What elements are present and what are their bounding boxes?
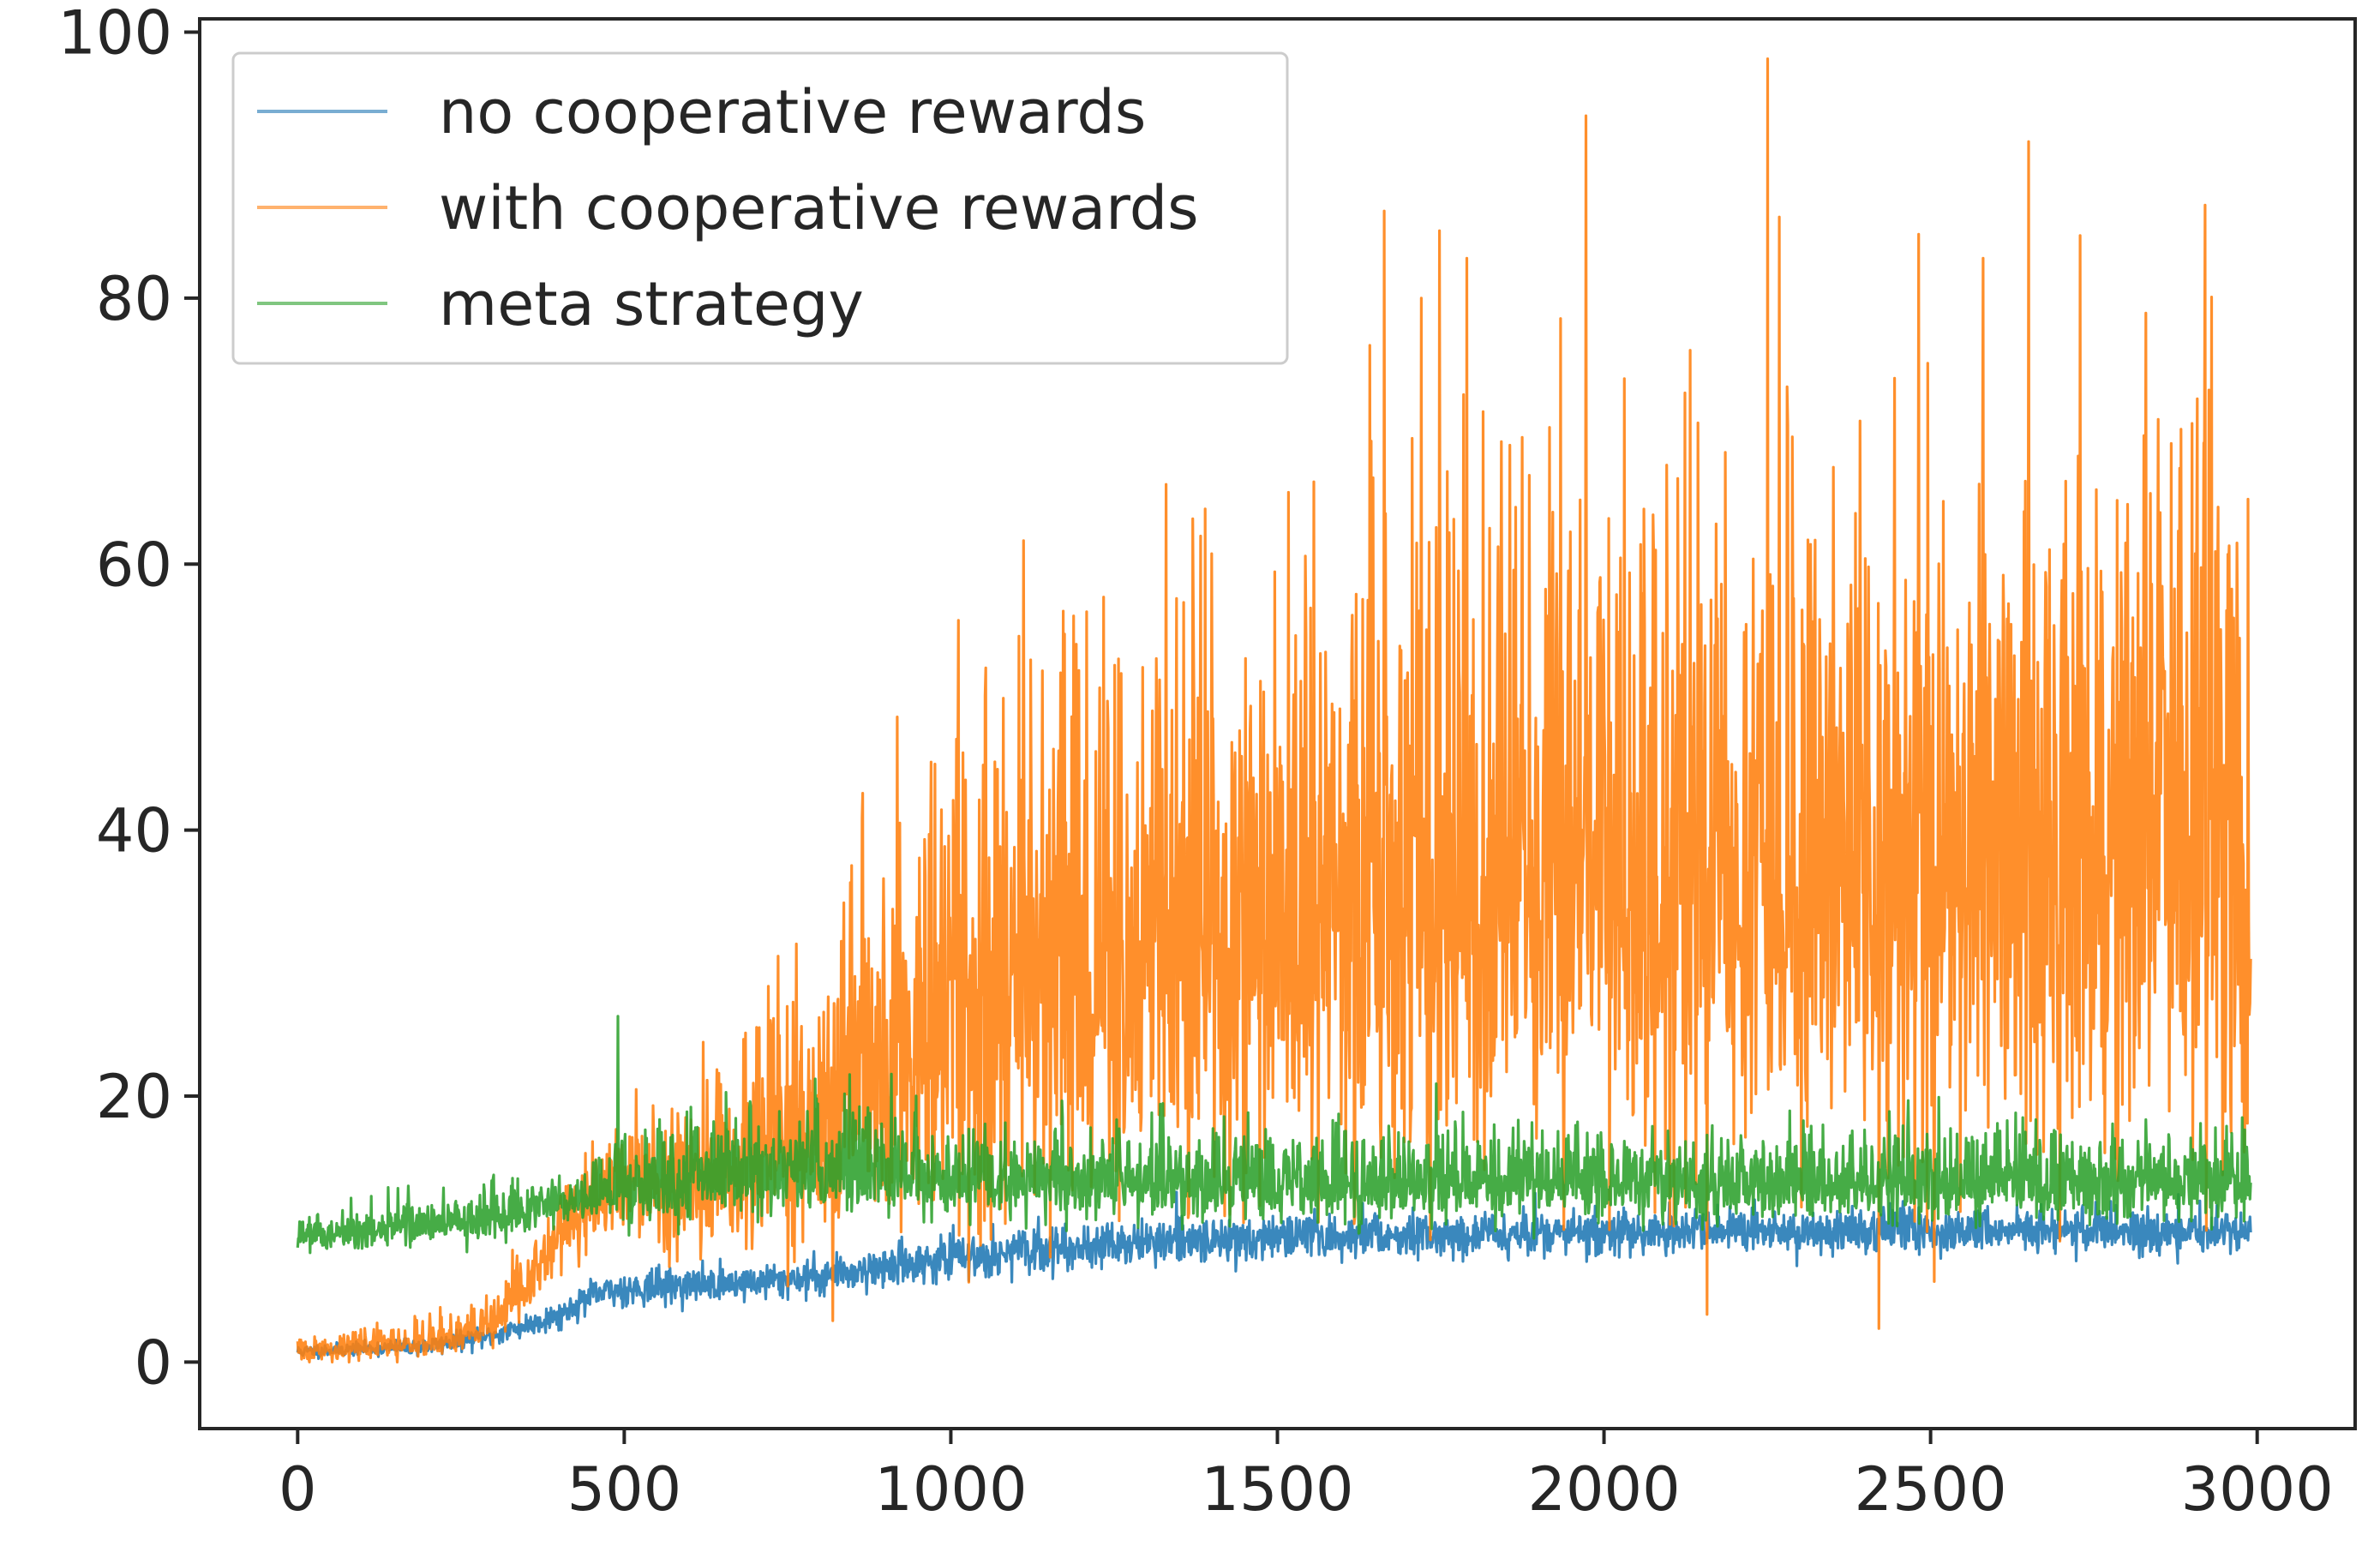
series-line-no-cooperative-rewards (296, 1190, 2252, 1360)
x-tick-label: 1500 (1201, 1454, 1353, 1525)
x-tick-label: 2500 (1855, 1454, 2007, 1525)
x-tick-label: 3000 (2181, 1454, 2334, 1525)
series-line-with-cooperative-rewards (296, 57, 2252, 1363)
x-tick-label: 2000 (1527, 1454, 1680, 1525)
y-tick-label: 100 (57, 0, 172, 69)
legend-box (231, 51, 1289, 365)
y-tick-label: 80 (96, 264, 172, 334)
x-tick-label: 500 (567, 1454, 682, 1525)
y-tick-label: 0 (134, 1327, 172, 1398)
y-axis: 0 20 40 60 80 100 (57, 0, 200, 1398)
x-tick-label: 0 (279, 1454, 317, 1525)
legend-label: no cooperative rewards (439, 77, 1146, 147)
y-tick-label: 60 (96, 530, 172, 600)
legend-label: meta strategy (439, 269, 864, 339)
y-tick-label: 40 (96, 796, 172, 866)
legend: no cooperative rewards with cooperative r… (231, 51, 1289, 365)
x-axis: 0 500 1000 1500 2000 2500 3000 (279, 1429, 2334, 1525)
series-layer (296, 57, 2252, 1363)
y-tick-label: 20 (96, 1062, 172, 1132)
x-tick-label: 1000 (874, 1454, 1027, 1525)
series-line-meta-strategy (296, 1015, 2252, 1255)
legend-label: with cooperative rewards (439, 173, 1199, 243)
